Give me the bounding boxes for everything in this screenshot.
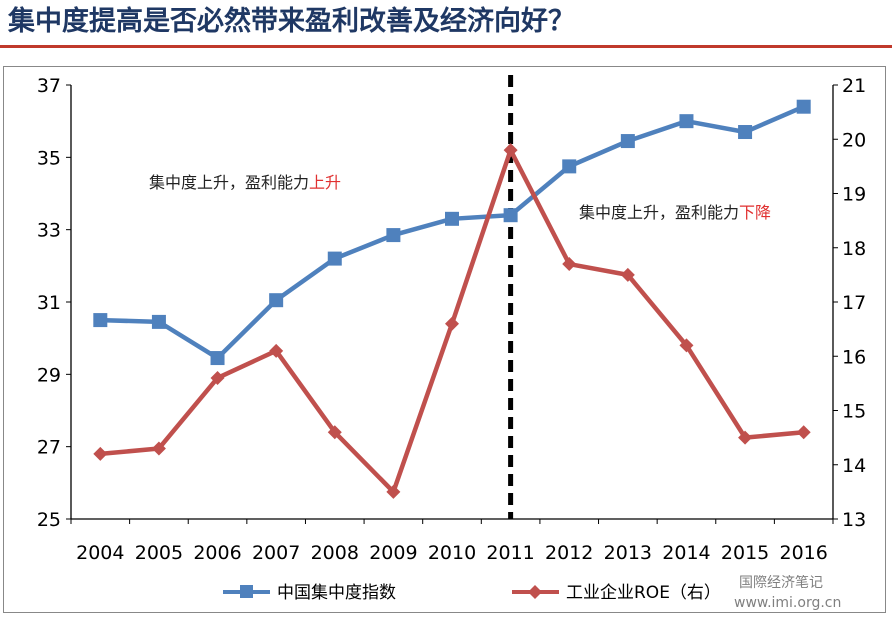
data-point-concentration	[562, 159, 577, 174]
y-left-tick-label: 35	[37, 147, 61, 169]
x-tick-label: 2014	[662, 542, 710, 564]
legend-label-blue: 中国集中度指数	[277, 583, 396, 603]
y-left-tick-label: 33	[37, 220, 61, 242]
x-tick-label: 2012	[545, 542, 593, 564]
data-point-roe	[93, 446, 108, 461]
annotation-right: 集中度上升，盈利能力下降	[579, 203, 771, 222]
data-point-roe	[445, 316, 459, 331]
x-tick-label: 2010	[428, 542, 476, 564]
x-tick-label: 2011	[486, 542, 534, 564]
chart: 25 27 29 31 33 35 37 13 14 15 16 17 18 19 20 21 2004 2005…	[37, 75, 866, 611]
data-point-concentration	[796, 99, 811, 114]
data-point-roe	[620, 267, 635, 282]
annotation-left-prefix: 集中度上升，盈利能力	[149, 173, 309, 192]
data-point-concentration	[151, 314, 166, 329]
data-point-concentration	[738, 125, 753, 140]
data-point-concentration	[210, 351, 225, 366]
data-point-roe	[269, 343, 284, 358]
data-point-roe	[679, 338, 694, 353]
data-point-roe	[151, 441, 166, 456]
x-tick-label: 2004	[76, 542, 124, 564]
annotation-left: 集中度上升，盈利能力上升	[149, 173, 341, 192]
y-left-tick-label: 31	[37, 292, 61, 314]
x-tick-label: 2007	[252, 542, 300, 564]
data-point-roe	[738, 430, 753, 445]
y-right-tick-label: 14	[842, 455, 866, 477]
y-right-tick-label: 20	[842, 129, 866, 151]
y-right-tick-label: 13	[842, 509, 866, 531]
data-point-concentration	[679, 114, 694, 129]
x-tick-label: 2009	[369, 542, 417, 564]
y-right-tick-label: 15	[842, 401, 866, 423]
data-point-concentration	[327, 251, 342, 266]
x-tick-label: 2005	[135, 542, 183, 564]
legend-marker-red	[528, 585, 542, 599]
data-point-concentration	[503, 208, 518, 223]
legend-marker-blue	[240, 585, 253, 598]
data-point-roe	[562, 257, 577, 272]
y-right-tick-label: 18	[842, 238, 866, 260]
y-left-tick-label: 25	[37, 509, 61, 531]
data-point-concentration	[620, 134, 635, 149]
y-right-tick-label: 16	[842, 346, 866, 368]
watermark-line1: 国際经济笔记	[739, 575, 823, 591]
x-tick-label: 2008	[311, 542, 359, 564]
legend: 中国集中度指数 工业企业ROE（右）	[223, 583, 721, 603]
legend-label-red: 工业企业ROE（右）	[566, 583, 721, 603]
y-right-tick-label: 19	[842, 184, 866, 206]
data-point-concentration	[269, 293, 284, 308]
data-point-roe	[503, 143, 518, 158]
data-point-roe	[386, 484, 401, 499]
data-point-concentration	[93, 313, 108, 328]
watermark-line2: www.imi.org.cn	[734, 595, 841, 611]
data-point-concentration	[386, 228, 401, 243]
x-tick-label: 2013	[604, 542, 652, 564]
annotation-left-highlight: 上升	[309, 173, 341, 192]
data-point-roe	[327, 425, 342, 440]
y-right-tick-label: 17	[842, 292, 866, 314]
annotation-right-highlight: 下降	[739, 203, 771, 222]
series-layer	[93, 99, 811, 499]
y-left-tick-label: 27	[37, 437, 61, 459]
x-tick-label: 2006	[193, 542, 241, 564]
y-left-tick-label: 37	[37, 75, 61, 97]
y-left-tick-label: 29	[37, 364, 61, 386]
chart-frame: 25 27 29 31 33 35 37 13 14 15 16 17 18 19 20 21 2004 2005…	[3, 66, 886, 613]
data-point-concentration	[445, 211, 459, 226]
axes: 25 27 29 31 33 35 37 13 14 15 16 17 18 19 20 21 2004 2005…	[37, 75, 866, 564]
title-rule	[0, 45, 892, 48]
x-tick-label: 2015	[721, 542, 769, 564]
y-right-tick-label: 21	[842, 75, 866, 97]
data-point-roe	[796, 425, 811, 440]
data-point-roe	[210, 370, 225, 385]
watermark: 国際经济笔记 www.imi.org.cn	[734, 575, 841, 611]
annotations: 集中度上升，盈利能力上升 集中度上升，盈利能力下降	[149, 173, 771, 222]
slide-title: 集中度提高是否必然带来盈利改善及经济向好？	[8, 6, 575, 37]
x-tick-label: 2016	[780, 542, 828, 564]
annotation-right-prefix: 集中度上升，盈利能力	[579, 203, 739, 222]
